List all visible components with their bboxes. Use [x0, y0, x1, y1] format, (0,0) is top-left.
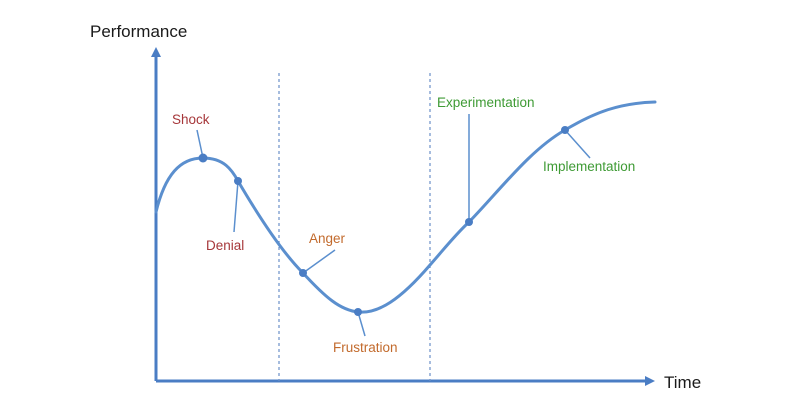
anger-point — [299, 269, 307, 277]
stage-label-implementation: Implementation — [543, 159, 635, 174]
implementation-leader — [564, 129, 591, 159]
shock-leader — [196, 129, 204, 159]
frustration-point — [354, 308, 362, 316]
stage-label-denial: Denial — [206, 238, 244, 253]
anger-leader — [302, 249, 336, 274]
performance-curve — [154, 100, 657, 314]
x-axis-title: Time — [664, 373, 701, 392]
stage-label-frustration: Frustration — [333, 340, 398, 355]
shock-point — [198, 153, 208, 163]
y-axis-title: Performance — [90, 22, 187, 41]
experimentation-point — [465, 218, 473, 226]
denial-leader — [233, 180, 239, 233]
frustration-leader — [357, 311, 366, 337]
denial-point — [234, 177, 242, 185]
stage-label-shock: Shock — [172, 112, 210, 127]
implementation-point — [561, 126, 569, 134]
stage-label-anger: Anger — [309, 231, 346, 246]
stage-label-experimentation: Experimentation — [437, 95, 535, 110]
